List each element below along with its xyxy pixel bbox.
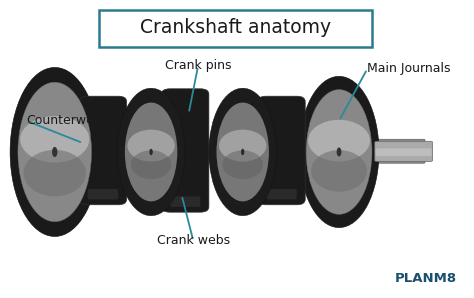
Ellipse shape [241,149,245,155]
Ellipse shape [149,149,153,155]
Ellipse shape [308,120,370,162]
FancyBboxPatch shape [19,144,424,152]
Ellipse shape [131,150,172,179]
Ellipse shape [18,82,91,222]
Ellipse shape [52,147,57,157]
FancyBboxPatch shape [18,139,425,163]
Ellipse shape [125,103,177,201]
Ellipse shape [20,116,89,162]
Ellipse shape [24,150,86,196]
Text: Main Journals: Main Journals [367,62,451,75]
Ellipse shape [209,88,276,216]
FancyBboxPatch shape [79,96,127,205]
Text: PLANM8: PLANM8 [394,272,456,285]
Text: Crank pins: Crank pins [165,59,231,72]
FancyBboxPatch shape [375,141,433,162]
Ellipse shape [10,67,100,237]
FancyBboxPatch shape [162,89,209,212]
FancyBboxPatch shape [266,189,297,199]
Ellipse shape [128,130,175,162]
FancyBboxPatch shape [88,189,118,199]
Ellipse shape [219,130,266,162]
Ellipse shape [217,103,269,201]
FancyBboxPatch shape [170,196,201,207]
Text: Crankshaft anatomy: Crankshaft anatomy [140,18,331,38]
Ellipse shape [306,90,372,214]
Text: Crank webs: Crank webs [157,235,230,247]
FancyBboxPatch shape [376,148,432,156]
Ellipse shape [299,76,379,228]
Ellipse shape [337,148,341,156]
Ellipse shape [117,88,185,216]
Ellipse shape [311,150,367,192]
FancyBboxPatch shape [258,96,305,205]
FancyBboxPatch shape [100,10,372,47]
Ellipse shape [222,150,263,179]
Text: Counterweight: Counterweight [27,114,118,127]
